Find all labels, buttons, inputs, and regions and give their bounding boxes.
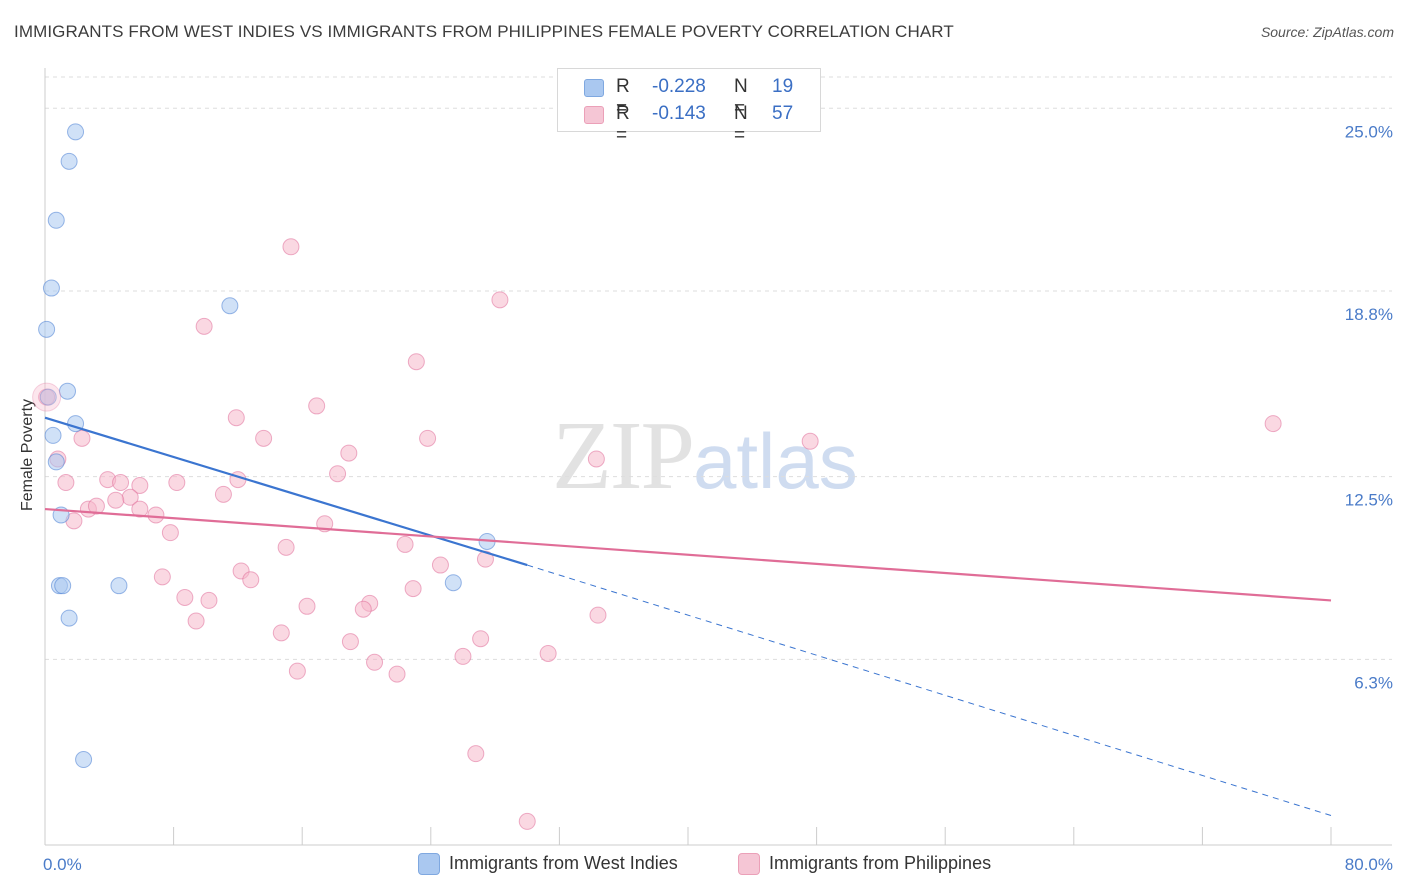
- point-west-indies: [38, 320, 56, 338]
- point-philippines: [187, 612, 205, 630]
- trend-line-west-indies-projection: [527, 564, 1332, 817]
- point-philippines: [431, 556, 449, 574]
- point-philippines: [153, 568, 171, 586]
- point-philippines: [340, 444, 358, 462]
- point-philippines: [73, 429, 91, 447]
- point-philippines: [467, 745, 485, 763]
- point-west-indies: [60, 609, 78, 627]
- point-west-indies: [221, 297, 239, 315]
- point-philippines: [131, 500, 149, 518]
- point-philippines: [255, 429, 273, 447]
- legend-swatch-west-indies: [584, 79, 604, 97]
- data-points: [32, 123, 1282, 830]
- point-philippines: [491, 291, 509, 309]
- point-philippines: [396, 535, 414, 553]
- legend-n-value: 19: [772, 76, 794, 97]
- point-philippines: [308, 397, 326, 415]
- point-philippines: [354, 600, 372, 618]
- watermark-atlas: atlas: [693, 417, 858, 505]
- point-philippines: [147, 506, 165, 524]
- point-west-indies: [110, 577, 128, 595]
- point-west-indies: [39, 388, 57, 406]
- point-west-indies: [47, 453, 65, 471]
- y-tick-label: 6.3%: [1354, 673, 1393, 692]
- legend-n-value: 57: [772, 103, 794, 124]
- x-tick-label-min: 0.0%: [43, 855, 82, 874]
- legend-r-label: R =: [616, 103, 630, 146]
- point-philippines: [366, 653, 384, 671]
- point-philippines: [107, 491, 125, 509]
- point-philippines: [87, 497, 105, 515]
- point-west-indies: [75, 751, 93, 769]
- axes: [44, 68, 1392, 846]
- point-philippines: [227, 409, 245, 427]
- legend-r-value: -0.228: [652, 76, 706, 97]
- point-philippines: [272, 624, 290, 642]
- x-tick-label-max: 80.0%: [1345, 855, 1393, 874]
- point-philippines: [282, 238, 300, 256]
- point-philippines: [419, 429, 437, 447]
- point-philippines: [388, 665, 406, 683]
- point-west-indies: [60, 152, 78, 170]
- trend-line-west-indies: [44, 416, 528, 567]
- point-philippines: [242, 571, 260, 589]
- point-philippines: [454, 647, 472, 665]
- point-philippines: [168, 474, 186, 492]
- point-philippines: [404, 580, 422, 598]
- bottom-legend-swatch-philippines: [738, 853, 760, 875]
- point-philippines: [589, 606, 607, 624]
- legend-n-label: N =: [734, 76, 748, 119]
- legend-n-label: N =: [734, 103, 748, 146]
- point-philippines: [472, 630, 490, 648]
- legend-r-value: -0.143: [652, 103, 706, 124]
- legend-swatch-philippines: [584, 106, 604, 124]
- y-tick-label: 25.0%: [1345, 122, 1393, 141]
- bottom-legend-label-west-indies: Immigrants from West Indies: [449, 853, 678, 873]
- point-philippines: [298, 597, 316, 615]
- point-philippines: [539, 644, 557, 662]
- point-philippines: [176, 588, 194, 606]
- point-philippines: [407, 353, 425, 371]
- point-philippines: [801, 432, 819, 450]
- watermark: ZIPatlas: [552, 400, 858, 512]
- watermark-zip: ZIP: [552, 402, 695, 510]
- point-philippines: [214, 485, 232, 503]
- chart-title: IMMIGRANTS FROM WEST INDIES VS IMMIGRANT…: [14, 22, 954, 41]
- tick-labels: 6.3% 12.5% 18.8% 25.0% 0.0% 80.0%: [43, 122, 1393, 874]
- point-west-indies: [59, 382, 77, 400]
- point-philippines: [277, 538, 295, 556]
- bottom-legend-swatch-west-indies: [418, 853, 440, 875]
- y-tick-label: 18.8%: [1345, 305, 1393, 324]
- point-philippines: [587, 450, 605, 468]
- point-philippines: [341, 633, 359, 651]
- point-philippines: [518, 812, 536, 830]
- legend-r-label: R =: [616, 76, 630, 119]
- source-label: Source: ZipAtlas.com: [1260, 24, 1394, 40]
- point-west-indies: [54, 577, 72, 595]
- point-west-indies: [42, 279, 60, 297]
- trend-lines: [44, 416, 1332, 817]
- point-west-indies: [47, 211, 65, 229]
- point-philippines: [195, 317, 213, 335]
- point-philippines: [1264, 415, 1282, 433]
- correlation-legend: R = -0.228 N = 19 R = -0.143 N = 57: [557, 68, 821, 146]
- point-philippines: [288, 662, 306, 680]
- point-philippines: [200, 591, 218, 609]
- point-philippines: [112, 474, 130, 492]
- point-west-indies: [67, 123, 85, 141]
- point-philippines: [329, 465, 347, 483]
- point-philippines: [32, 382, 62, 412]
- trend-line-philippines: [44, 507, 1332, 602]
- bottom-legend-label-philippines: Immigrants from Philippines: [769, 853, 992, 873]
- point-philippines: [131, 476, 149, 494]
- point-west-indies: [444, 574, 462, 592]
- point-philippines: [57, 474, 75, 492]
- point-west-indies: [44, 426, 62, 444]
- point-philippines: [161, 524, 179, 542]
- y-tick-label: 12.5%: [1345, 491, 1393, 510]
